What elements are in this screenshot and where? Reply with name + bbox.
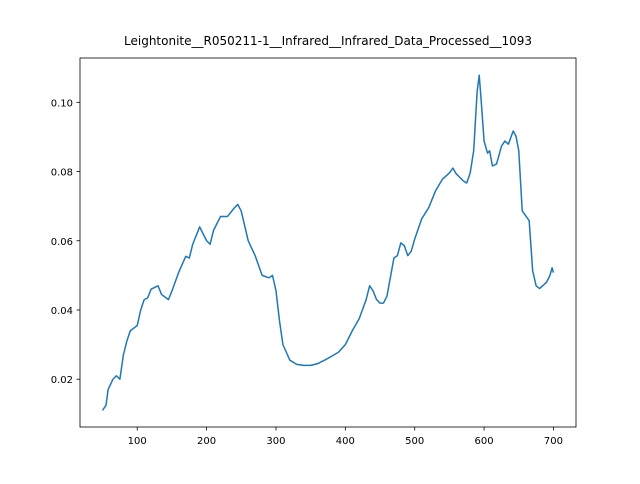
plot-frame — [79, 57, 577, 428]
y-tick-label: 0.08 — [51, 168, 73, 179]
x-tick-label: 100 — [128, 436, 147, 447]
y-tick-label: 0.04 — [51, 306, 73, 317]
x-tick-label: 200 — [197, 436, 216, 447]
chart-title: Leightonite__R050211-1__Infrared__Infrar… — [124, 34, 532, 48]
y-tick-label: 0.06 — [51, 237, 73, 248]
x-tick-label: 600 — [475, 436, 494, 447]
x-tick-label: 400 — [336, 436, 355, 447]
x-tick-label: 300 — [266, 436, 285, 447]
y-tick-label: 0.10 — [51, 98, 73, 109]
x-tick-label: 500 — [405, 436, 424, 447]
line — [101, 74, 555, 411]
x-tick-label: 700 — [544, 436, 563, 447]
y-tick-label: 0.02 — [51, 375, 73, 386]
